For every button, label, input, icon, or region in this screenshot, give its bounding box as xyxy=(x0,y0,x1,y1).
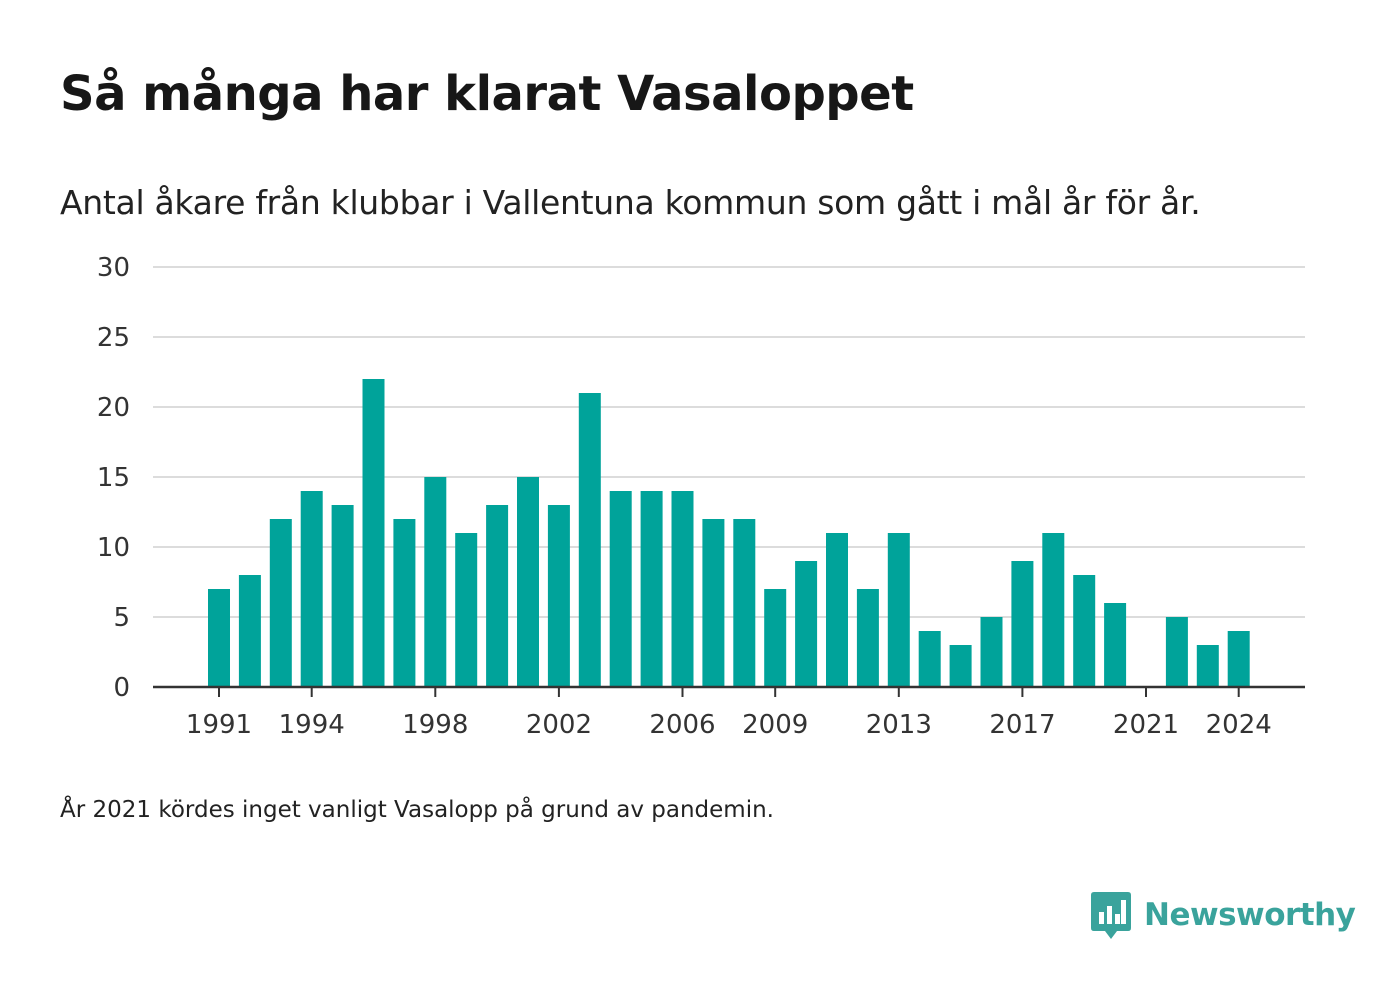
bar xyxy=(980,617,1003,687)
bar xyxy=(1042,533,1065,687)
bar xyxy=(640,491,663,687)
x-tick-label: 2013 xyxy=(866,710,932,740)
bar xyxy=(795,561,818,687)
bar xyxy=(455,533,478,687)
y-tick-label: 10 xyxy=(97,533,130,563)
y-tick-label: 15 xyxy=(97,463,130,493)
x-tick-label: 2017 xyxy=(989,710,1055,740)
bar xyxy=(547,505,570,687)
x-axis: 1991 1994 1998 2002 2006 2009 2013 2017 2021 2024 xyxy=(186,687,1272,740)
gridlines xyxy=(153,266,1305,618)
newsworthy-logo-icon xyxy=(1091,892,1131,939)
bar xyxy=(362,379,385,687)
bar xyxy=(856,589,879,687)
bar xyxy=(424,477,447,687)
bar xyxy=(826,533,848,687)
x-tick-label: 2002 xyxy=(526,710,592,740)
bar xyxy=(208,589,230,687)
bar-chart: 0 5 10 15 20 25 30 1991 1994 1998 2002 2006 2009 201… xyxy=(97,253,1305,740)
x-tick-label: 2006 xyxy=(649,710,715,740)
bar xyxy=(887,533,910,687)
newsworthy-logo[interactable]: Newsworthy xyxy=(1090,890,1356,940)
bar xyxy=(733,519,756,687)
chart-subtitle: Antal åkare från klubbar i Vallentuna ko… xyxy=(60,183,1201,222)
bar xyxy=(331,505,354,687)
x-tick-label: 1994 xyxy=(279,710,345,740)
bar xyxy=(702,519,725,687)
bar xyxy=(949,645,972,687)
bar xyxy=(393,519,416,687)
bar xyxy=(578,393,601,687)
bar xyxy=(609,491,632,687)
y-axis: 0 5 10 15 20 25 30 xyxy=(97,253,130,703)
bar xyxy=(486,505,509,687)
bar xyxy=(1227,631,1250,687)
bar xyxy=(764,589,787,687)
bar xyxy=(918,631,941,687)
bar xyxy=(269,519,292,687)
bar xyxy=(1073,575,1096,687)
chart-title: Så många har klarat Vasaloppet xyxy=(60,66,914,122)
y-tick-label: 20 xyxy=(97,393,130,423)
bar xyxy=(238,575,261,687)
x-tick-label: 1998 xyxy=(402,710,468,740)
y-tick-label: 30 xyxy=(97,253,130,283)
bars xyxy=(208,379,1250,687)
bar xyxy=(300,491,323,687)
y-tick-label: 5 xyxy=(113,603,130,633)
bar xyxy=(671,491,694,687)
bar xyxy=(1165,617,1188,687)
footnote: År 2021 kördes inget vanligt Vasalopp på… xyxy=(60,797,774,823)
y-tick-label: 0 xyxy=(113,673,130,703)
bar xyxy=(1011,561,1034,687)
y-tick-label: 25 xyxy=(97,323,130,353)
x-tick-label: 1991 xyxy=(186,710,252,740)
x-tick-label: 2024 xyxy=(1206,710,1272,740)
x-tick-label: 2021 xyxy=(1113,710,1179,740)
bar xyxy=(1196,645,1219,687)
brand-name: Newsworthy xyxy=(1144,897,1356,933)
x-tick-label: 2009 xyxy=(742,710,808,740)
bar xyxy=(517,477,539,687)
bar xyxy=(1104,603,1127,687)
